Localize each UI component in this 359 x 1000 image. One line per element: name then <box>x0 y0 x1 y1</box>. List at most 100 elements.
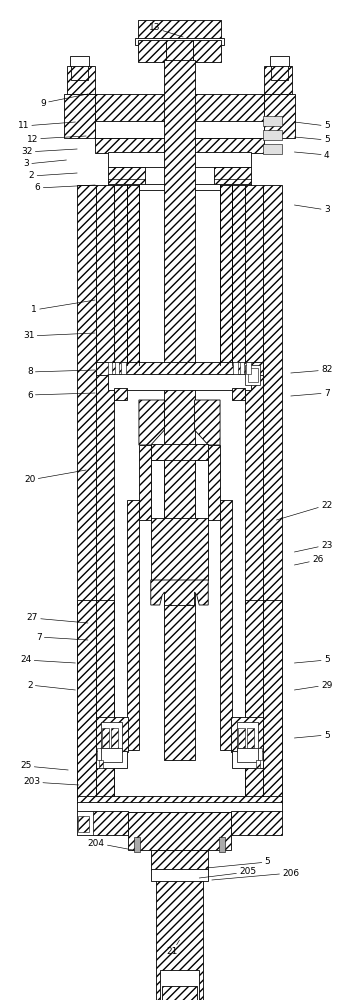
Polygon shape <box>220 185 232 365</box>
Polygon shape <box>108 167 145 185</box>
Text: 7: 7 <box>291 388 330 397</box>
Polygon shape <box>77 802 282 812</box>
Polygon shape <box>77 796 282 803</box>
Polygon shape <box>247 728 254 748</box>
Polygon shape <box>128 812 231 850</box>
Polygon shape <box>151 518 208 580</box>
Polygon shape <box>111 728 118 748</box>
Polygon shape <box>96 185 114 800</box>
Text: 21: 21 <box>167 940 180 956</box>
Polygon shape <box>95 94 264 122</box>
Polygon shape <box>245 185 263 800</box>
Polygon shape <box>264 94 295 138</box>
Polygon shape <box>270 56 289 66</box>
Text: 9: 9 <box>40 94 88 107</box>
Text: 25: 25 <box>20 762 68 770</box>
Polygon shape <box>95 121 264 138</box>
Polygon shape <box>160 970 199 1000</box>
Text: 1: 1 <box>31 300 95 314</box>
Text: 3: 3 <box>294 205 330 215</box>
Polygon shape <box>108 374 251 390</box>
Polygon shape <box>67 66 95 94</box>
Polygon shape <box>127 500 139 750</box>
Polygon shape <box>151 850 208 870</box>
Polygon shape <box>156 850 203 1000</box>
Polygon shape <box>232 751 263 768</box>
Text: 5: 5 <box>294 121 330 130</box>
Polygon shape <box>263 144 282 154</box>
Polygon shape <box>214 167 251 185</box>
Polygon shape <box>102 728 109 748</box>
Polygon shape <box>237 748 258 762</box>
Polygon shape <box>164 60 195 605</box>
Polygon shape <box>96 600 114 800</box>
Polygon shape <box>263 185 282 800</box>
Polygon shape <box>96 362 263 375</box>
Polygon shape <box>77 811 93 835</box>
Polygon shape <box>77 811 128 835</box>
Text: 31: 31 <box>23 332 95 340</box>
Text: 23: 23 <box>294 540 332 552</box>
Polygon shape <box>263 600 282 800</box>
Polygon shape <box>64 94 95 138</box>
Polygon shape <box>70 56 89 66</box>
Text: 11: 11 <box>18 121 75 130</box>
Polygon shape <box>263 130 282 140</box>
Text: 3: 3 <box>23 159 66 168</box>
Polygon shape <box>271 64 288 80</box>
Text: 6: 6 <box>27 390 95 399</box>
Text: 26: 26 <box>294 556 323 565</box>
Text: 32: 32 <box>21 147 77 156</box>
Polygon shape <box>248 368 258 382</box>
Polygon shape <box>108 362 112 374</box>
Polygon shape <box>208 445 220 520</box>
Polygon shape <box>231 811 282 835</box>
Text: 82: 82 <box>291 365 332 374</box>
Polygon shape <box>114 185 127 365</box>
Polygon shape <box>195 400 220 445</box>
Text: 22: 22 <box>276 500 332 520</box>
Text: 204: 204 <box>88 838 133 850</box>
Text: 5: 5 <box>294 656 330 664</box>
Polygon shape <box>232 388 245 400</box>
Polygon shape <box>264 66 292 94</box>
Text: 27: 27 <box>27 613 88 623</box>
Polygon shape <box>240 362 244 374</box>
Polygon shape <box>233 362 238 374</box>
Text: 7: 7 <box>36 633 88 642</box>
Polygon shape <box>151 869 208 881</box>
Polygon shape <box>96 717 128 752</box>
Polygon shape <box>71 64 88 80</box>
Polygon shape <box>96 751 127 768</box>
Polygon shape <box>97 748 101 760</box>
Text: 4: 4 <box>294 150 330 159</box>
Text: 205: 205 <box>199 867 256 878</box>
Polygon shape <box>99 760 103 768</box>
Polygon shape <box>127 185 139 365</box>
Polygon shape <box>139 400 164 445</box>
Text: 2: 2 <box>29 172 77 180</box>
Polygon shape <box>101 748 122 762</box>
Polygon shape <box>258 748 262 760</box>
Polygon shape <box>114 388 127 400</box>
Polygon shape <box>108 152 251 167</box>
Polygon shape <box>78 816 89 832</box>
Polygon shape <box>238 728 245 748</box>
Polygon shape <box>151 444 208 460</box>
Polygon shape <box>95 138 264 153</box>
Text: 12: 12 <box>27 134 86 143</box>
Polygon shape <box>77 600 96 800</box>
Text: 2: 2 <box>27 680 75 690</box>
Polygon shape <box>256 760 260 768</box>
Polygon shape <box>169 70 190 76</box>
Text: 29: 29 <box>294 680 332 690</box>
Polygon shape <box>220 500 232 750</box>
Polygon shape <box>151 580 208 630</box>
Text: 24: 24 <box>20 656 75 664</box>
Polygon shape <box>134 837 140 852</box>
Polygon shape <box>169 61 190 71</box>
Polygon shape <box>231 717 263 752</box>
Text: 5: 5 <box>294 135 330 144</box>
Polygon shape <box>121 362 126 374</box>
Polygon shape <box>246 362 251 374</box>
